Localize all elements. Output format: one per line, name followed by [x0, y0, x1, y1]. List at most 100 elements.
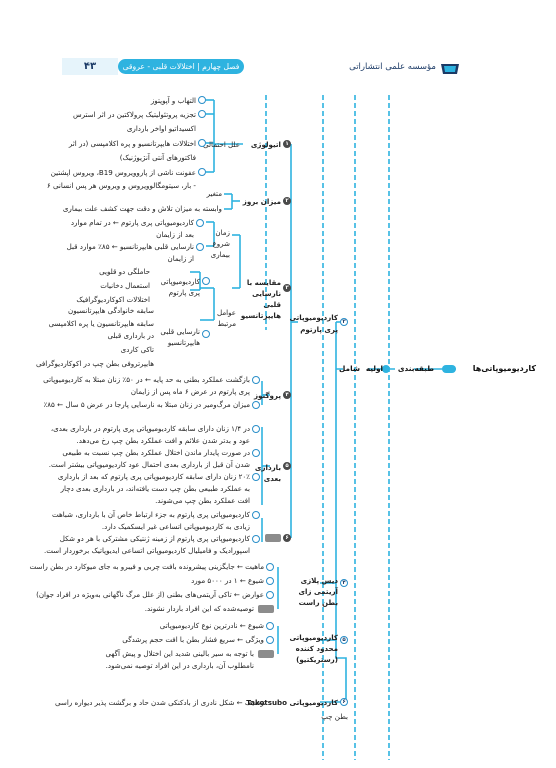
prognosis-label: پروگنوز — [253, 391, 281, 400]
prognosis-item: میزان مرگ‌ومیر در زنان مبتلا به نارسایی … — [43, 400, 250, 409]
page-header: مؤسسه علمی انتشاراتی فصل چهارم | اختلالا… — [0, 0, 556, 92]
bullet-icon: ۶ — [283, 534, 291, 542]
onset-item: نارسایی قلبی هایپرتانسیو ← ۸۵٪ موارد قبل — [66, 242, 194, 251]
etiology-item: عفونت ناشی از پاروویروس B19، ویروس اپشتی… — [50, 168, 196, 177]
connector-pill — [442, 365, 456, 373]
prognosis-item: بازگشت عملکرد بطنی به حد پایه ← در ۵۰٪ ز… — [43, 375, 250, 384]
hf-factor: سابقه هایپرتانسیون یا پره اکلامپسی — [48, 319, 154, 328]
classification-node: طبقه‌بندی — [397, 364, 434, 373]
bullet-icon: ۱ — [283, 140, 291, 148]
peripartum-note: زیادی به کاردیومیوپاتی اتساعی غیر ایسکمی… — [101, 522, 250, 531]
includes-node: شامل — [339, 364, 360, 373]
bullet-icon — [252, 376, 260, 384]
bullet-icon: ۳ — [340, 318, 348, 326]
publisher-logo-icon — [441, 64, 459, 74]
next-pregnancy-label: بارداری بعدی — [254, 463, 281, 483]
peripartum-title: کاردیومیوپاتی پری پارتوم — [289, 313, 338, 334]
bullet-icon — [198, 139, 206, 147]
next-pregnancy-item: به عملکرد طبیعی بطن چپ دست یافته‌اند، در… — [60, 484, 250, 493]
next-pregnancy-item: افت عملکرد بطن چپ می‌شوند. — [155, 496, 250, 505]
chapter-title: فصل چهارم | اختلالات قلبی - عروقی — [118, 59, 244, 74]
bullet-icon — [252, 401, 260, 409]
etiology-item: تجزیه پروتئولیتیک پرولاکتین در اثر استرس — [72, 110, 196, 119]
hf-factor: در بارداری قبلی — [107, 331, 154, 340]
incidence-item: وابسته به میزان تلاش و دقت جهت کشف علت ب… — [62, 204, 222, 213]
bullet-icon: ۳ — [283, 284, 291, 292]
etiology-item: - بار، سیتومگالوویروس و ویروس هر پس انسا… — [46, 181, 196, 190]
primary-node: اولیه — [365, 364, 383, 373]
bullet-icon — [252, 449, 260, 457]
etiology-item: اکسیداتیو اواخر بارداری — [126, 124, 196, 133]
bullet-icon: ۵ — [340, 636, 348, 644]
arvc-item: عوارض ← تاکی آریتمی‌های بطنی (از علل مرگ… — [36, 590, 264, 599]
bullet-icon — [202, 277, 210, 285]
hf-factor: تاکی کاردی — [120, 345, 154, 354]
restrictive-item: با توجه به سیر بالینی شدید این اختلال و … — [105, 649, 255, 658]
ppcm-factor: اختلالات اکوکاردیوگرافیک — [76, 295, 150, 304]
incidence-label: میزان بروز — [242, 197, 281, 206]
possible-causes-label: علل احتمالی — [202, 140, 240, 149]
bullet-icon — [266, 622, 274, 630]
arvc-item: توصیه‌شده که این افراد باردار نشوند. — [144, 604, 254, 613]
next-pregnancy-item: ۲۰٪ زنان دارای سابقه کاردیومیوپاتی پری پ… — [57, 472, 250, 481]
ppcm-label: کاردیومیوپاتی پری پارتوم — [160, 277, 200, 297]
bullet-icon — [202, 330, 210, 338]
bullet-icon — [198, 110, 206, 118]
bullet-icon — [196, 219, 204, 227]
note-tag — [258, 650, 274, 658]
bullet-icon — [252, 511, 260, 519]
bullet-icon: ۶ — [340, 698, 348, 706]
etiology-item: اختلالات هایپرتانسیو و پره اکلامپسی (در … — [68, 139, 196, 148]
bullet-icon — [266, 636, 274, 644]
bullet-icon — [252, 425, 260, 433]
onset-item: بعد از زایمان — [156, 230, 194, 239]
restrictive-title: کاردیومیوپاتی محدود کننده (رستریکتیو) — [289, 633, 338, 664]
classification-dot — [382, 365, 390, 373]
page-number: ۴۳ — [62, 58, 118, 75]
peripartum-note: اسپورادیک و فامیلیال کاردیومیوپاتی اتساع… — [43, 546, 250, 555]
bullet-icon: ۴ — [283, 391, 291, 399]
etiology-item: فاکتورهای آنتی آنژیوژنیک) — [119, 153, 196, 162]
next-pregnancy-item: شدن آن قبل از بارداری بعدی احتمال عود کا… — [48, 460, 250, 469]
ppcm-factor: استعمال دخانیات — [100, 281, 150, 290]
ppcm-factor: حاملگی دو قلویی — [99, 267, 150, 276]
bullet-icon — [196, 243, 204, 251]
next-pregnancy-item: در صورت پایدار ماندن اختلال عملکرد بطن چ… — [62, 448, 250, 457]
bullet-icon: ۴ — [340, 579, 348, 587]
prognosis-item: پری پارتوم در عرض ۶ ماه پس از زایمان — [130, 387, 250, 396]
hf-label: نارسایی قلبی هایپرتانسیو — [160, 327, 200, 347]
onset-item: کاردیومیوپاتی پری پارتوم ← در تمام موارد — [70, 218, 194, 227]
bullet-icon: ۲ — [283, 197, 291, 205]
hf-factor: سابقه خانوادگی هایپرتانسیون — [68, 306, 154, 315]
peripartum-note: کاردیومیوپاتی پری پارتوم به جزء ارتباط خ… — [52, 510, 250, 519]
factors-label: عوامل مرتبط — [216, 308, 236, 328]
bullet-icon — [266, 563, 274, 571]
note-tag — [265, 534, 281, 542]
peripartum-note: کاردیومیوپاتی پری پارتوم از زمینه ژنتیکی… — [59, 534, 250, 543]
bullet-icon — [266, 577, 274, 585]
onset-label: زمان شروع بیماری — [210, 228, 230, 259]
arvc-item: ماهیت ← جایگزینی پیشرونده بافت چربی و فی… — [29, 562, 264, 571]
next-pregnancy-item: در ۱/۴ زنان دارای سابقه کاردیومیوپاتی پر… — [50, 424, 250, 433]
takotsubo-item: بطن چپ — [321, 712, 348, 721]
bullet-icon — [252, 473, 260, 481]
bullet-icon — [266, 591, 274, 599]
bullet-icon — [252, 535, 260, 543]
publisher-name: مؤسسه علمی انتشاراتی — [349, 62, 436, 72]
hf-factor: هایپرتروفی بطن چپ در اکوکاردیوگرافی — [35, 359, 154, 368]
arvc-item: شیوع ← ۱ در ۵۰۰۰ مورد — [191, 576, 264, 585]
root-topic: کاردیومیوپاتی‌ها — [472, 364, 536, 373]
etiology-label: اتیولوژی — [250, 140, 281, 149]
note-tag — [258, 605, 274, 613]
bullet-icon — [198, 168, 206, 176]
takotsubo-item: توصیف ← شکل نادری از بادکنکی شدن حاد و ب… — [54, 698, 266, 707]
next-pregnancy-item: عود و بدتر شدن علائم و افت عملکرد بطن چپ… — [76, 436, 250, 445]
bullet-icon — [198, 96, 206, 104]
restrictive-item: شیوع ← نادرترین نوع کاردیومیوپاتی — [159, 621, 264, 630]
etiology-item: التهاب و آپوپتوز — [150, 96, 196, 105]
restrictive-item: نامطلوب آن، بارداری در این افراد توصیه ن… — [105, 661, 254, 670]
takotsubo-title: کاردیومیوپاتی Takotsubo — [246, 698, 338, 707]
onset-item: از زایمان — [167, 254, 195, 263]
incidence-item: متغیر — [206, 189, 222, 198]
